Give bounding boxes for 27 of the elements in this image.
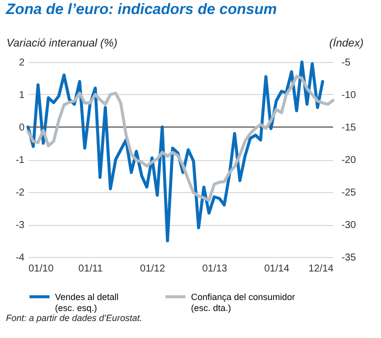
y-tick-label: -4 bbox=[16, 252, 25, 264]
y2-tick-label: -35 bbox=[342, 252, 356, 264]
y2-tick-label: -20 bbox=[342, 155, 356, 166]
x-tick-label: 12/14 bbox=[308, 264, 334, 274]
line-series bbox=[26, 74, 334, 202]
y-tick-label: 2 bbox=[18, 58, 25, 68]
x-tick-label: 01/12 bbox=[140, 264, 166, 274]
legend-label: Confiança del consumidor (esc. dta.) bbox=[191, 292, 296, 313]
x-tick-label: 01/10 bbox=[28, 264, 54, 274]
legend-label: Vendes al detall (esc. esq.) bbox=[55, 292, 119, 313]
y2-axis-title: (Índex) bbox=[329, 36, 364, 50]
y-tick-label: -1 bbox=[16, 155, 25, 166]
y-tick-label: -3 bbox=[16, 220, 25, 231]
y2-tick-label: -30 bbox=[342, 220, 356, 231]
y2-tick-label: -10 bbox=[342, 90, 356, 101]
x-tick-label: 01/14 bbox=[264, 264, 290, 274]
y-tick-label: -2 bbox=[16, 188, 25, 198]
y-axis-title: Variació interanual (%) bbox=[6, 38, 118, 50]
y2-tick-label: -15 bbox=[342, 122, 356, 134]
y2-tick-label: -5 bbox=[342, 58, 351, 68]
x-tick-label: 01/13 bbox=[202, 264, 228, 274]
y-tick-label: 1 bbox=[18, 90, 25, 101]
x-tick-label: 01/11 bbox=[78, 264, 104, 274]
chart-title: Zona de l’euro: indicadors de consum bbox=[5, 1, 277, 18]
y2-tick-label: -25 bbox=[342, 188, 356, 198]
y-tick-label: 0 bbox=[18, 122, 25, 134]
text: Font: a partir de dades d’Eurostat. bbox=[6, 313, 144, 323]
